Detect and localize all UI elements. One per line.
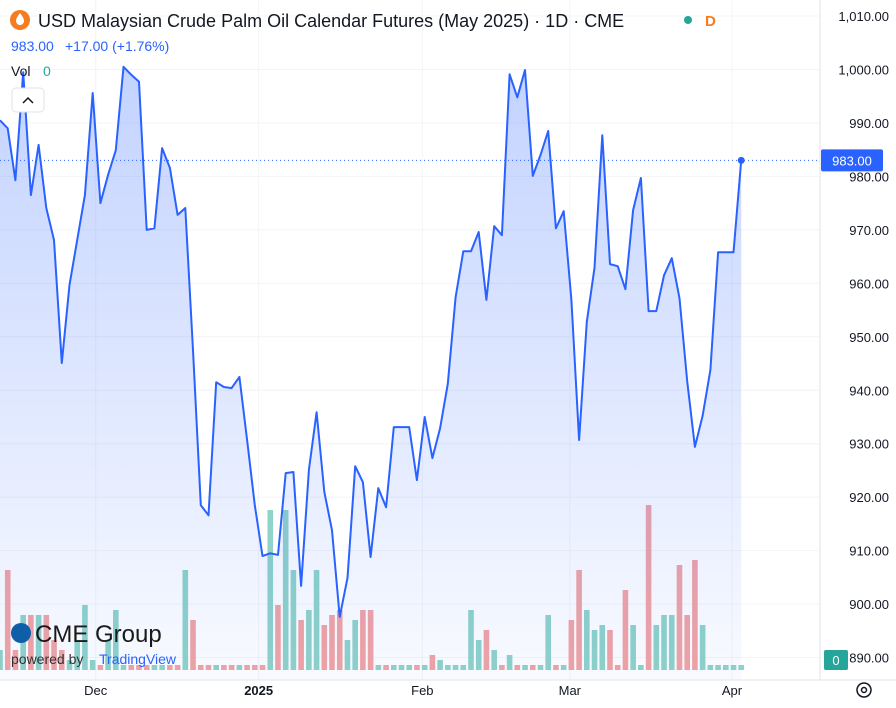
x-tick-label: Feb xyxy=(411,683,433,698)
plot-area xyxy=(0,0,820,681)
price-tag xyxy=(821,149,883,172)
logo-powered: powered by xyxy=(11,651,83,667)
x-tick-label: Dec xyxy=(84,683,108,698)
vol-value: 0 xyxy=(43,63,51,79)
collapse-button[interactable] xyxy=(11,87,45,113)
y-tick-label: 980.00 xyxy=(849,169,889,184)
y-tick-label: 970.00 xyxy=(849,223,889,238)
y-tick-label: 920.00 xyxy=(849,490,889,505)
y-tick-label: 900.00 xyxy=(849,597,889,612)
chart-title: USD Malaysian Crude Palm Oil Calendar Fu… xyxy=(38,11,624,31)
price: 983.00 xyxy=(11,38,54,54)
logo-brand: CME Group xyxy=(35,621,162,648)
y-tick-label: 950.00 xyxy=(849,330,889,345)
logo-platform: TradingView xyxy=(99,651,177,667)
status-dot xyxy=(684,16,692,24)
collapse-icon xyxy=(22,96,34,104)
y-tick-label: 940.00 xyxy=(849,383,889,398)
y-tick-label: 890.00 xyxy=(849,651,889,666)
x-tick-label: 2025 xyxy=(244,683,273,698)
vol-label: Vol xyxy=(11,63,30,79)
settings-icon xyxy=(860,686,868,694)
volume-badge xyxy=(824,650,848,670)
y-tick-label: 960.00 xyxy=(849,276,889,291)
last-point xyxy=(737,156,745,164)
symbol-icon-drop xyxy=(16,13,24,25)
x-tick-label: Apr xyxy=(722,683,743,698)
volume-bar xyxy=(738,665,745,670)
change: +17.00 (+1.76%) xyxy=(65,38,169,54)
y-tick-label: 930.00 xyxy=(849,437,889,452)
y-tick-label: 910.00 xyxy=(849,544,889,559)
settings-button[interactable] xyxy=(856,682,872,698)
flag: D xyxy=(705,13,716,30)
price-line xyxy=(0,65,743,618)
x-tick-label: Mar xyxy=(559,683,582,698)
logo-globe xyxy=(11,623,31,643)
volume-badge-text: 0 xyxy=(832,653,839,668)
y-tick-label: 1,010.00 xyxy=(838,9,889,24)
y-tick-label: 1,000.00 xyxy=(838,62,889,77)
y-tick-label: 990.00 xyxy=(849,116,889,131)
price-tag-text: 983.00 xyxy=(832,153,872,168)
